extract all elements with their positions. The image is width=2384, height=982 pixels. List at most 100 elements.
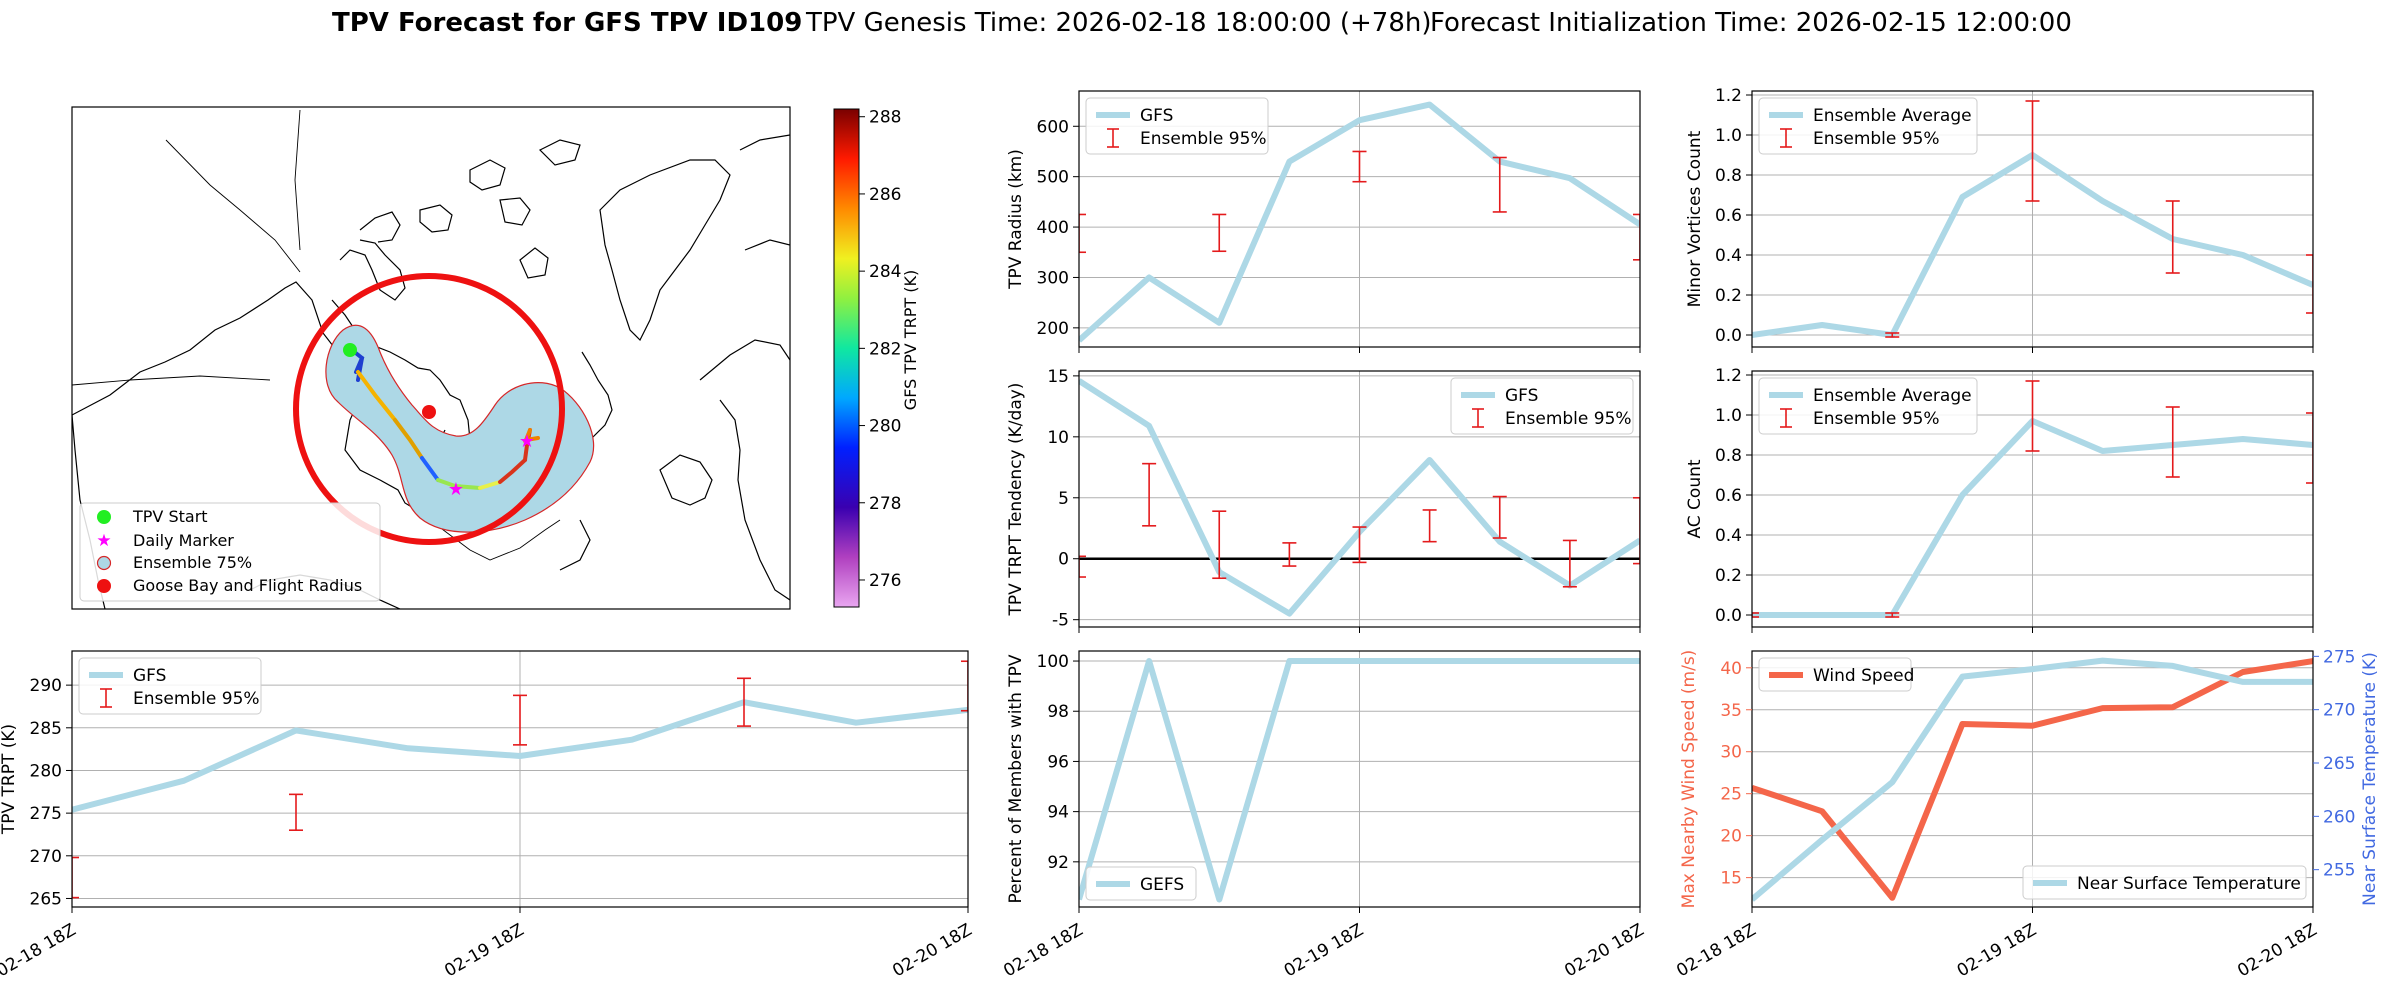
ac-errorbar-4 — [2306, 412, 2313, 484]
tendency-errorbar-0 — [1079, 555, 1086, 578]
trpt-marks — [72, 660, 968, 899]
tendency-errorbar-5 — [1422, 509, 1437, 543]
map-legend: TPV Start ★ Daily Marker Ensemble 75% Go… — [79, 502, 381, 602]
minor-ytick-label-1: 0.2 — [1715, 286, 1742, 306]
minor-ytick-label-4: 0.8 — [1715, 166, 1742, 186]
legend-daily-icon: ★ — [96, 531, 111, 551]
tendency-ytick-label-3: 10 — [1047, 428, 1069, 448]
panel-tendency: -5 0 5 10 15 TPV TRPT Tendency (K/day) GFS Ense… — [1006, 367, 1641, 633]
colorbar-tick-label-5: 286 — [869, 185, 901, 205]
trpt-xtick-label-0: 02-18 18Z — [0, 920, 80, 981]
track-segment-10 — [522, 428, 540, 443]
wind-ytick-label-2: 25 — [1720, 785, 1742, 805]
legend-goose-label: Goose Bay and Flight Radius — [133, 576, 362, 595]
tendency-errorbar-7 — [1562, 539, 1577, 588]
track-segment-2 — [356, 356, 364, 382]
map-frame — [71, 106, 791, 610]
ensemble-75-region — [325, 324, 595, 533]
wind-ytick-right-label-3: 270 — [2323, 701, 2355, 721]
legend-daily-label: Daily Marker — [133, 531, 234, 550]
minor-marks — [1752, 100, 2313, 338]
radius-ytick-label-1: 300 — [1037, 268, 1069, 288]
radius-errorbar-2 — [1352, 150, 1367, 183]
ac-errorbar-1 — [1885, 612, 1900, 618]
title-genesis: TPV Genesis Time: 2026-02-18 18:00:00 (+… — [805, 8, 1432, 38]
trpt-legend-box — [78, 657, 262, 715]
wind-legend-right: Near Surface Temperature — [2022, 865, 2307, 900]
trpt-ylabel: TPV TRPT (K) — [0, 724, 19, 835]
ac-legend-box — [1758, 377, 1978, 435]
wind-xtick-label-2: 02-20 18Z — [2234, 920, 2320, 981]
track-segment-7 — [478, 480, 502, 490]
minor-ytick-label-0: 0.0 — [1715, 326, 1742, 346]
legend-ensemble-icon — [96, 555, 112, 571]
minor-errorbar-3 — [2306, 254, 2313, 314]
tendency-errorbar-8 — [1633, 496, 1640, 565]
trpt-legend-label-0: GFS — [133, 666, 166, 686]
ac-ytick-label-6: 1.2 — [1715, 366, 1742, 386]
minor-legend-box — [1758, 97, 1978, 155]
tendency-legend-label-0: GFS — [1505, 386, 1538, 406]
members-legend-label-0: GEFS — [1140, 875, 1184, 895]
tendency-legend-label-1: Ensemble 95% — [1505, 409, 1632, 429]
colorbar-tick-label-6: 288 — [869, 108, 901, 128]
trpt-ytick-label-5: 290 — [30, 676, 62, 696]
members-legend: GEFS — [1085, 866, 1197, 901]
trpt-series-0-line — [72, 699, 968, 813]
track-segment-8 — [498, 458, 527, 484]
daily-marker-2: ★ — [519, 431, 535, 452]
tendency-ylabel: TPV TRPT Tendency (K/day) — [1006, 383, 1026, 617]
panel-radius: 200 300 400 500 600 TPV Radius (km) GFS Ensembl… — [1006, 90, 1641, 353]
ac-ytick-label-5: 1.0 — [1715, 406, 1742, 426]
radius-ytick-label-0: 200 — [1037, 319, 1069, 339]
radius-errorbar-1 — [1212, 213, 1227, 253]
trpt-ytick-label-0: 265 — [30, 889, 62, 909]
tendency-ytick-label-1: 0 — [1058, 550, 1069, 570]
wind-ytick-right-label-1: 260 — [2323, 807, 2355, 827]
ac-ytick-label-2: 0.4 — [1715, 526, 1742, 546]
tendency-legend: GFS Ensemble 95% — [1450, 377, 1634, 435]
ac-errorbar-2 — [2025, 380, 2040, 452]
wind-ytick-right-label-2: 265 — [2323, 754, 2355, 774]
wind-ytick-right-label-0: 255 — [2323, 861, 2355, 881]
legend-goose-icon — [97, 579, 111, 593]
radius-legend-box — [1085, 97, 1269, 155]
wind-ytick-label-1: 20 — [1720, 827, 1742, 847]
tendency-ytick-label-0: -5 — [1052, 611, 1069, 631]
ac-ylabel: AC Count — [1685, 459, 1705, 538]
radius-legend-label-0: GFS — [1140, 106, 1173, 126]
trpt-errorbar-3 — [737, 677, 751, 727]
members-ytick-label-4: 100 — [1037, 652, 1069, 672]
members-ylabel: Percent of Members with TPV — [1006, 654, 1026, 903]
track-segment-4 — [393, 418, 424, 460]
wind-ylabel: Max Nearby Wind Speed (m/s) — [1679, 650, 1699, 909]
wind-ylabel-right: Near Surface Temperature (K) — [2360, 652, 2380, 906]
ac-legend-label-0: Ensemble Average — [1813, 386, 1972, 406]
trpt-xtick-label-1: 02-19 18Z — [441, 920, 527, 981]
tendency-ytick-label-4: 15 — [1047, 367, 1069, 387]
radius-legend-label-1: Ensemble 95% — [1140, 129, 1267, 149]
colorbar — [833, 108, 860, 608]
minor-errorbar-1 — [2025, 100, 2040, 202]
trpt-xtick-label-2: 02-20 18Z — [889, 920, 975, 981]
members-xtick-label-2: 02-20 18Z — [1561, 920, 1647, 981]
panel-ac: 0.0 0.2 0.4 0.6 0.8 1.0 1.2 AC Count Ensemble Av… — [1685, 366, 2314, 633]
colorbar-ticks: 276 278 280 282 284 286 288 — [859, 108, 901, 591]
members-ytick-label-2: 96 — [1047, 752, 1069, 772]
ac-marks — [1752, 380, 2313, 618]
wind-xtick-label-1: 02-19 18Z — [1954, 920, 2040, 981]
wind-ytick-label-4: 35 — [1720, 701, 1742, 721]
tendency-errorbar-6 — [1492, 495, 1507, 539]
colorbar-tick-label-3: 282 — [869, 339, 901, 359]
track-segment-3 — [356, 370, 397, 422]
wind-legend-box-right — [2022, 865, 2307, 900]
members-ytick-label-1: 94 — [1047, 803, 1069, 823]
tendency-errorbar-1 — [1142, 462, 1157, 527]
wind-legend-label--left0: Wind Speed — [1813, 666, 1914, 686]
radius-errorbar-0 — [1079, 213, 1086, 254]
trpt-legend: GFS Ensemble 95% — [78, 657, 262, 715]
daily-marker-1: ★ — [448, 479, 464, 500]
ac-legend-label-1: Ensemble 95% — [1813, 409, 1940, 429]
trpt-errorbar-1 — [289, 793, 303, 832]
